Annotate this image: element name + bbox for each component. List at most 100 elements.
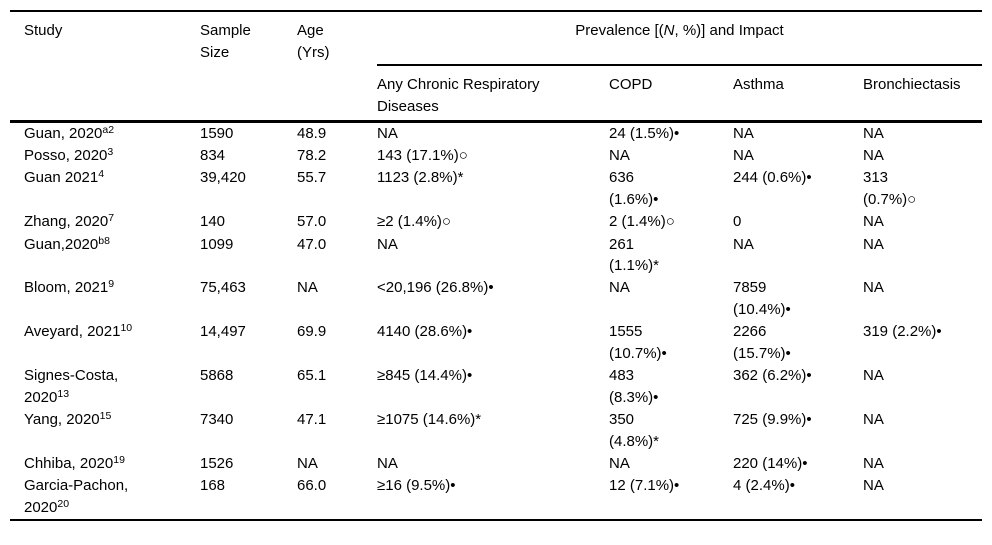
col-header-bronchiectasis: Bronchiectasis xyxy=(863,76,961,93)
any-chronic-respiratory-cell: 4140 (28.6%)• xyxy=(377,323,473,341)
col-header-any-chronic-respiratory-diseases: Any Chronic Respiratory Diseases xyxy=(377,76,540,115)
copd-cell: 1555 (10.7%)• xyxy=(609,323,667,363)
any-chronic-respiratory-cell: 143 (17.1%)○ xyxy=(377,147,468,165)
any-chronic-respiratory-cell: ≥2 (1.4%)○ xyxy=(377,213,451,231)
sample-size-cell: 1590 xyxy=(200,125,234,142)
study-name: Garcia-Pachon, 2020 xyxy=(24,477,129,516)
any-chronic-respiratory-cell: NA xyxy=(377,125,398,142)
asthma-cell: 725 (9.9%)• xyxy=(733,411,812,429)
col-header-sample-size: Sample Size xyxy=(200,22,251,61)
study-ref-superscript: 4 xyxy=(98,168,105,181)
study-name: Guan,2020 xyxy=(24,235,99,253)
table-row: Bloom, 20219 75,463 NA <20,196 (26.8%)• … xyxy=(10,277,982,321)
sample-size-cell: 140 xyxy=(200,213,226,231)
study-ref-superscript: 3 xyxy=(107,146,114,159)
bronchiectasis-cell: NA xyxy=(863,477,884,495)
table-row: Guan,2020b8 1099 47.0 NA 261 (1.1%)* NA … xyxy=(10,233,982,277)
header-row-sub: Any Chronic Respiratory Diseases COPD As… xyxy=(10,65,982,121)
study-name: Chhiba, 2020 xyxy=(24,455,114,473)
study-ref-superscript: 15 xyxy=(99,410,112,423)
table-row: Guan 20214 39,420 55.7 1123 (2.8%)* 636 … xyxy=(10,167,982,211)
copd-cell: 483 (8.3%)• xyxy=(609,367,659,406)
age-cell: NA xyxy=(297,455,318,473)
copd-cell: NA xyxy=(609,147,630,165)
sample-size-cell: 75,463 xyxy=(200,279,246,297)
copd-cell: 24 (1.5%)• xyxy=(609,125,680,142)
study-ref-superscript: 7 xyxy=(108,212,115,225)
study-cell: Bloom, 20219 xyxy=(10,277,200,321)
table-row: Zhang, 20207 140 57.0 ≥2 (1.4%)○ 2 (1.4%… xyxy=(10,211,982,233)
copd-cell: 2 (1.4%)○ xyxy=(609,213,675,231)
age-cell: 65.1 xyxy=(297,367,327,385)
sample-size-cell: 1099 xyxy=(200,235,234,253)
col-header-asthma: Asthma xyxy=(733,76,784,93)
age-cell: 57.0 xyxy=(297,213,327,231)
study-cell: Garcia-Pachon, 202020 xyxy=(10,475,200,520)
asthma-cell: 244 (0.6%)• xyxy=(733,169,812,187)
prevalence-label-n-italic: N xyxy=(663,22,675,39)
age-cell: 69.9 xyxy=(297,323,327,341)
bronchiectasis-cell: NA xyxy=(863,455,884,473)
study-name: Yang, 2020 xyxy=(24,411,100,429)
sample-size-cell: 7340 xyxy=(200,411,234,429)
study-name: Posso, 2020 xyxy=(24,147,108,165)
sample-size-cell: 39,420 xyxy=(200,169,246,187)
sample-size-cell: 5868 xyxy=(200,367,234,385)
asthma-cell: 4 (2.4%)• xyxy=(733,477,795,495)
study-name: Aveyard, 2021 xyxy=(24,323,121,341)
study-ref-superscript: 10 xyxy=(120,322,133,335)
sample-size-cell: 834 xyxy=(200,147,226,165)
asthma-cell: NA xyxy=(733,125,754,142)
age-cell: 55.7 xyxy=(297,169,327,187)
prevalence-table: Study Sample Size Age (Yrs) Prevalence [… xyxy=(10,10,982,521)
asthma-cell: NA xyxy=(733,235,754,253)
col-header-prevalence-impact: Prevalence [(N, %)] and Impact xyxy=(377,11,982,66)
study-name: Guan 2021 xyxy=(24,169,99,187)
any-chronic-respiratory-cell: ≥1075 (14.6%)* xyxy=(377,411,482,429)
any-chronic-respiratory-cell: <20,196 (26.8%)• xyxy=(377,279,494,297)
asthma-cell: NA xyxy=(733,147,754,165)
table-row: Garcia-Pachon, 202020 168 66.0 ≥16 (9.5%… xyxy=(10,475,982,520)
table-row: Yang, 202015 7340 47.1 ≥1075 (14.6%)* 35… xyxy=(10,409,982,453)
study-cell: Guan 20214 xyxy=(10,167,200,211)
asthma-cell: 2266 (15.7%)• xyxy=(733,323,791,363)
table-body: Guan, 2020a2 1590 48.9 NA 24 (1.5%)• NA … xyxy=(10,121,982,520)
asthma-cell: 220 (14%)• xyxy=(733,455,808,473)
header-row-top: Study Sample Size Age (Yrs) Prevalence [… xyxy=(10,11,982,66)
age-cell: 66.0 xyxy=(297,477,327,495)
any-chronic-respiratory-cell: NA xyxy=(377,455,398,473)
table-row: Aveyard, 202110 14,497 69.9 4140 (28.6%)… xyxy=(10,321,982,365)
col-header-study: Study xyxy=(24,22,63,39)
study-name: Guan, 2020 xyxy=(24,125,103,142)
asthma-cell: 0 xyxy=(733,213,742,231)
bronchiectasis-cell: NA xyxy=(863,235,884,253)
bronchiectasis-cell: 313 (0.7%)○ xyxy=(863,169,917,209)
study-cell: Guan,2020b8 xyxy=(10,233,200,277)
copd-cell: 261 (1.1%)* xyxy=(609,235,660,275)
table-row: Posso, 20203 834 78.2 143 (17.1%)○ NA NA… xyxy=(10,145,982,167)
study-cell: Yang, 202015 xyxy=(10,409,200,453)
col-header-age: Age (Yrs) xyxy=(297,22,330,61)
any-chronic-respiratory-cell: ≥16 (9.5%)• xyxy=(377,477,456,495)
paper-page: Study Sample Size Age (Yrs) Prevalence [… xyxy=(0,10,992,545)
study-cell: Signes-Costa, 202013 xyxy=(10,365,200,409)
study-cell: Zhang, 20207 xyxy=(10,211,200,233)
study-ref-superscript: 19 xyxy=(113,454,125,467)
bronchiectasis-cell: NA xyxy=(863,147,884,165)
table-row: Signes-Costa, 202013 5868 65.1 ≥845 (14.… xyxy=(10,365,982,409)
any-chronic-respiratory-cell: ≥845 (14.4%)• xyxy=(377,367,473,385)
sample-size-cell: 1526 xyxy=(200,455,234,473)
age-cell: 78.2 xyxy=(297,147,327,165)
study-cell: Chhiba, 202019 xyxy=(10,453,200,475)
study-cell: Aveyard, 202110 xyxy=(10,321,200,365)
bronchiectasis-cell: NA xyxy=(863,279,884,297)
age-cell: 48.9 xyxy=(297,125,327,142)
sample-size-cell: 14,497 xyxy=(200,323,246,341)
study-ref-superscript: 20 xyxy=(57,497,70,510)
copd-cell: NA xyxy=(609,455,630,473)
any-chronic-respiratory-cell: NA xyxy=(377,235,398,253)
asthma-cell: 7859 (10.4%)• xyxy=(733,279,791,319)
bronchiectasis-cell: NA xyxy=(863,213,884,231)
bronchiectasis-cell: NA xyxy=(863,125,884,142)
study-ref-superscript: 13 xyxy=(57,387,70,400)
